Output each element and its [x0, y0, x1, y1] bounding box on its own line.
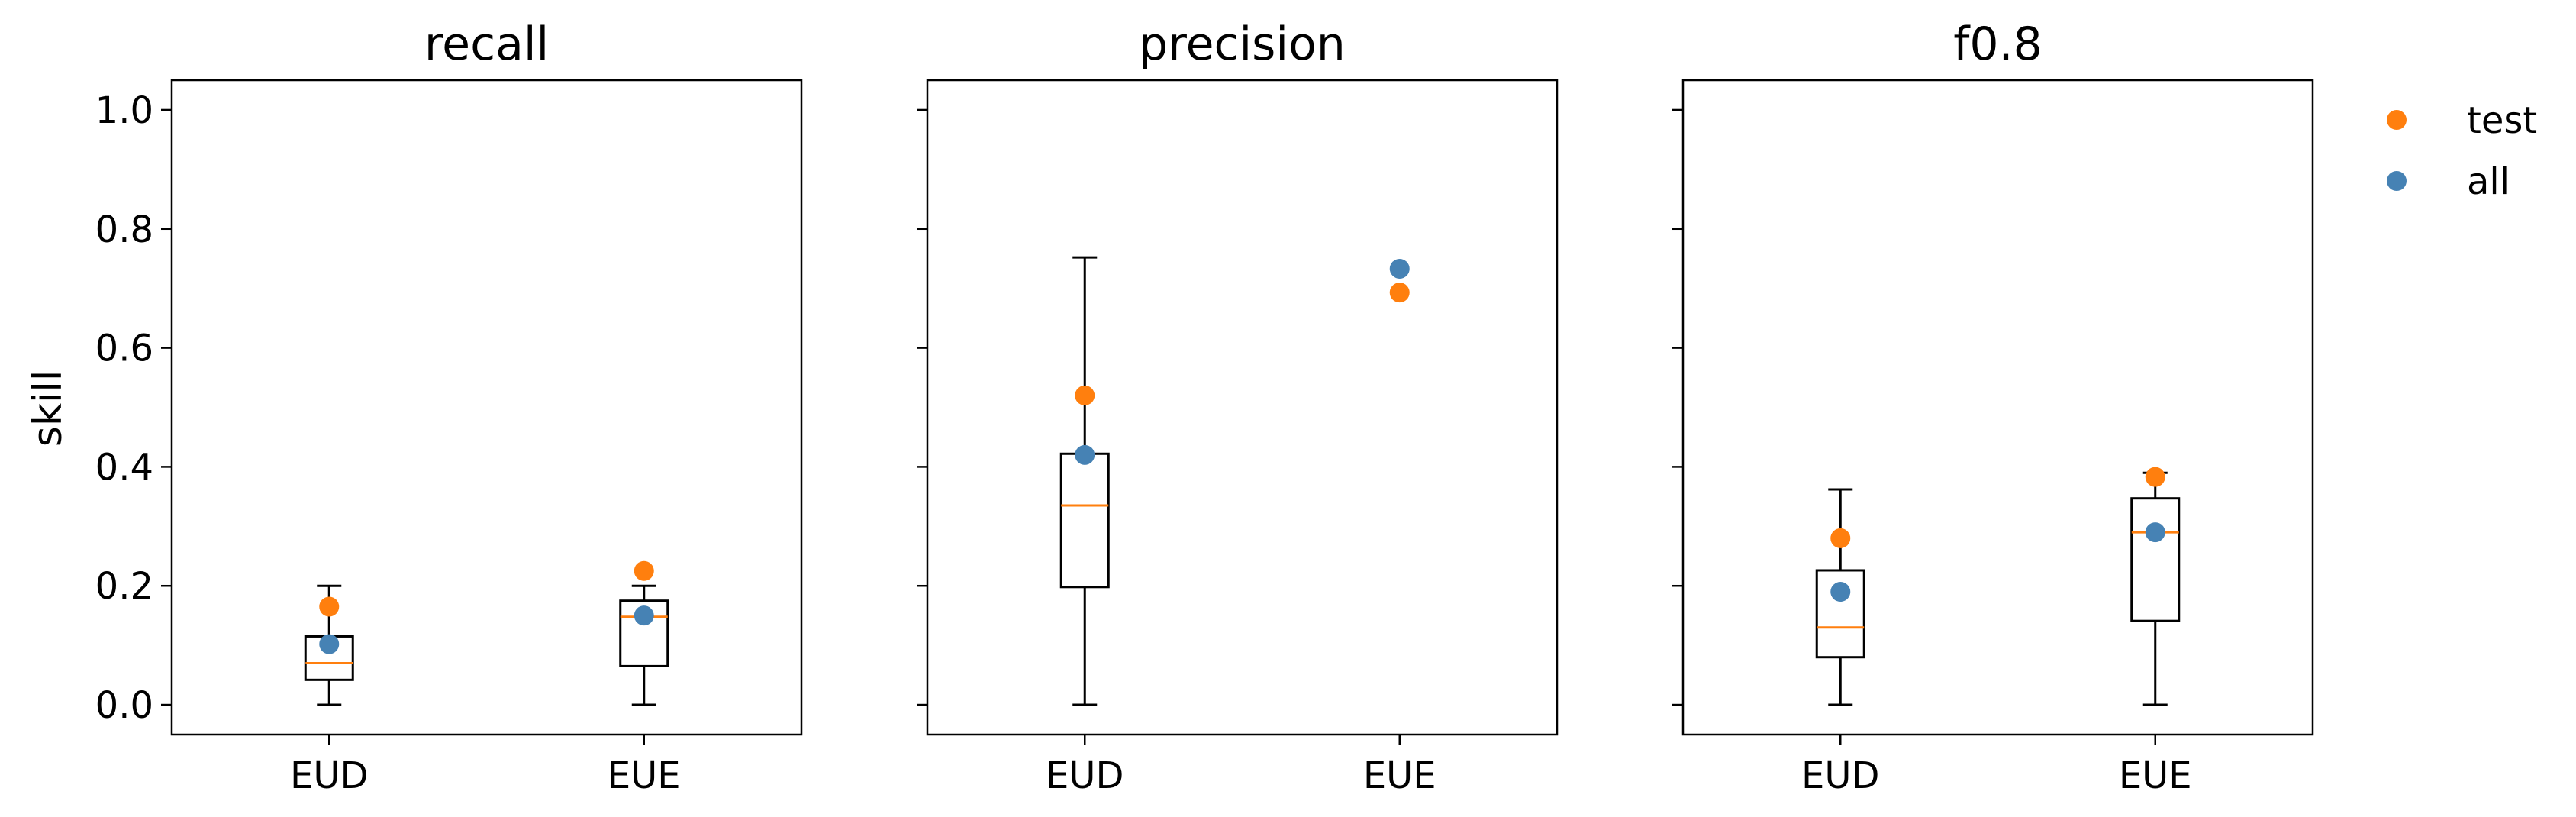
legend-item-all: all [2387, 160, 2510, 203]
boxplot-eue [2130, 471, 2181, 706]
box-iqr [1815, 569, 1865, 659]
point-all-eud [1830, 582, 1851, 602]
x-tick-label: EUD [1046, 754, 1124, 797]
boxplot-eue [619, 584, 669, 706]
legend-item-test: test [2387, 99, 2537, 142]
panels: recall 0.0 0.2 0.4 0.6 0.8 1.0 EUD EUE precision E… [95, 18, 2314, 797]
panel-title: f0.8 [1953, 18, 2042, 71]
point-all-eud [319, 634, 340, 654]
legend-marker [2387, 110, 2407, 130]
point-test-eud [1830, 528, 1851, 548]
point-test-eud [1075, 385, 1095, 405]
x-tick-label: EUD [1801, 754, 1879, 797]
y-tick-label: 0.6 [95, 328, 153, 370]
panel-frame [170, 79, 803, 736]
legend-label: test [2467, 99, 2537, 142]
point-test-eue [1389, 283, 1410, 303]
y-tick-label: 0.0 [95, 684, 153, 727]
y-tick-label: 0.4 [95, 446, 153, 489]
box-iqr [2130, 497, 2181, 622]
point-test-eue [634, 560, 654, 581]
panel-recall: recall 0.0 0.2 0.4 0.6 0.8 1.0 EUD EUE [95, 18, 803, 797]
legend-marker [2387, 171, 2407, 191]
panel-title: recall [424, 18, 549, 71]
panel-f0-8: f0.8 EUD EUE [1672, 18, 2314, 797]
y-tick-label: 1.0 [95, 89, 153, 132]
y-axis-label: skill [25, 370, 71, 447]
panel-title: precision [1139, 18, 1346, 71]
point-all-eue [2145, 522, 2165, 543]
panel-frame [1681, 79, 2314, 736]
x-tick-label: EUD [290, 754, 368, 797]
point-test-eud [319, 596, 340, 617]
point-all-eue [634, 605, 654, 626]
x-tick-label: EUE [1363, 754, 1436, 797]
x-tick-label: EUE [2119, 754, 2192, 797]
x-tick-label: EUE [608, 754, 681, 797]
y-tick-label: 0.8 [95, 208, 153, 251]
point-all-eue [1389, 258, 1410, 279]
boxplot-eud [1059, 256, 1110, 706]
legend: test all [2387, 99, 2537, 203]
panel-precision: precision EUD EUE [917, 18, 1559, 797]
y-tick-label: 0.2 [95, 565, 153, 608]
point-test-eue [2145, 467, 2165, 487]
box-iqr [619, 599, 669, 667]
panel-frame [926, 79, 1559, 736]
point-all-eud [1075, 444, 1095, 465]
legend-label: all [2467, 160, 2510, 203]
box-iqr [1059, 452, 1110, 589]
